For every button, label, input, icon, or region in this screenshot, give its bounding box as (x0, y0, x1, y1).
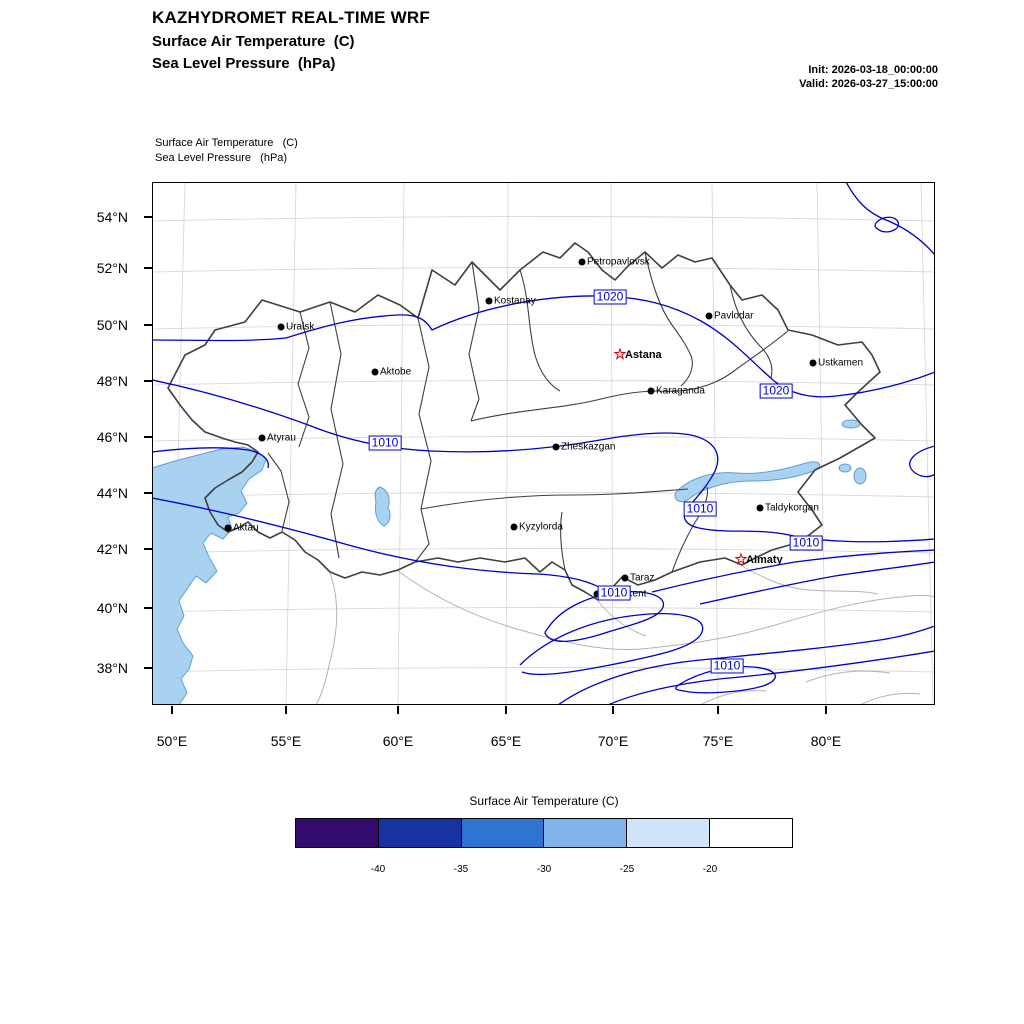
lake-sasykkol (838, 463, 852, 473)
contour-southeast-a (651, 549, 934, 593)
map-graphics (153, 183, 934, 704)
lat-tick (144, 216, 152, 218)
contour-bottom-a (558, 625, 934, 704)
subtitle-pressure: Sea Level Pressure (hPa) (152, 55, 336, 72)
lon-axis-label: 65°E (490, 733, 522, 749)
colorbar-segment (710, 819, 792, 847)
graticule (153, 183, 934, 704)
lon-axis-label: 75°E (702, 733, 734, 749)
water-bodies (153, 419, 867, 704)
lon-axis-label: 60°E (382, 733, 414, 749)
contour-caspian-coast (153, 447, 269, 469)
colorbar-tick-label: -20 (702, 864, 718, 875)
lon-tick (285, 706, 287, 714)
lon-tick (825, 706, 827, 714)
colorbar-segment (544, 819, 628, 847)
colorbar-segment (461, 819, 545, 847)
lake-balkhash (674, 461, 821, 503)
contour-topright (845, 183, 934, 255)
contour-shymkent-loop (544, 591, 665, 643)
lat-tick (144, 492, 152, 494)
region-borders (167, 242, 881, 601)
legend-pressure: Sea Level Pressure (hPa) (155, 152, 288, 164)
legend-temperature: Surface Air Temperature (C) (155, 137, 298, 149)
lat-axis-label: 42°N (96, 541, 128, 557)
lat-axis-label: 48°N (96, 373, 128, 389)
map-frame (152, 182, 935, 705)
lat-axis-label: 38°N (96, 660, 128, 676)
colorbar-segment (627, 819, 711, 847)
lat-axis-label: 44°N (96, 485, 128, 501)
colorbar-tick-label: -40 (370, 864, 386, 875)
map-inner-legend: Surface Air Temperature (C) Sea Level Pr… (155, 136, 298, 166)
pressure-contours (153, 183, 934, 704)
subtitle-temperature: Surface Air Temperature (C) (152, 33, 355, 50)
lat-tick (144, 607, 152, 609)
colorbar-segment (296, 819, 379, 847)
lat-axis-label: 40°N (96, 600, 128, 616)
contour-1020-north (153, 295, 934, 398)
lat-axis-label: 46°N (96, 429, 128, 445)
lon-axis-label: 55°E (270, 733, 302, 749)
aral-sea (374, 486, 391, 527)
colorbar (295, 818, 793, 848)
init-time: Init: 2026-03-18_00:00:00 (808, 64, 938, 76)
lat-tick (144, 267, 152, 269)
kazakhstan-border (167, 242, 881, 601)
lake-alakol (853, 467, 867, 485)
neighbor-borders (315, 565, 934, 704)
colorbar-tick-label: -35 (453, 864, 469, 875)
lat-tick (144, 548, 152, 550)
lat-axis-label: 50°N (96, 317, 128, 333)
contour-1010-main (153, 379, 934, 543)
valid-time: Valid: 2026-03-27_15:00:00 (799, 78, 938, 90)
contour-bottom-loop (675, 666, 776, 694)
lat-tick (144, 436, 152, 438)
colorbar-tick-label: -30 (536, 864, 552, 875)
lon-axis-label: 80°E (810, 733, 842, 749)
page-title: KAZHYDROMET REAL-TIME WRF (152, 8, 430, 27)
contour-bottom-b (608, 650, 934, 704)
lon-axis-label: 50°E (156, 733, 188, 749)
lon-tick (717, 706, 719, 714)
colorbar-tick-label: -25 (619, 864, 635, 875)
caspian-sea (153, 446, 267, 704)
oblast-borders (267, 251, 789, 573)
lat-axis-label: 52°N (96, 260, 128, 276)
lat-tick (144, 380, 152, 382)
contour-right-squiggle (909, 445, 934, 478)
contour-topright-loop (874, 216, 900, 233)
lon-tick (171, 706, 173, 714)
contour-south-diagonal (153, 497, 607, 592)
contour-southeast-b (699, 561, 934, 605)
colorbar-segment (378, 819, 462, 847)
lat-tick (144, 667, 152, 669)
colorbar-title: Surface Air Temperature (C) (469, 794, 619, 808)
lon-tick (397, 706, 399, 714)
run-info: Init: 2026-03-18_00:00:00 Valid: 2026-03… (799, 63, 938, 91)
lon-axis-label: 70°E (597, 733, 629, 749)
title-block: KAZHYDROMET REAL-TIME WRF Surface Air Te… (152, 8, 430, 72)
lake-zaysan (841, 419, 861, 429)
lat-tick (144, 324, 152, 326)
lat-axis-label: 54°N (96, 209, 128, 225)
lon-tick (505, 706, 507, 714)
contour-shymkent-outer (519, 613, 704, 676)
lon-tick (612, 706, 614, 714)
